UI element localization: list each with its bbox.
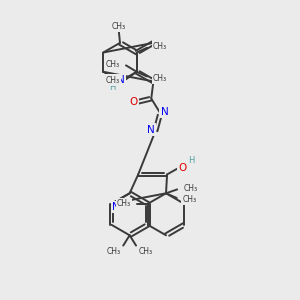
Text: CH₃: CH₃: [183, 184, 197, 193]
Text: CH₃: CH₃: [153, 74, 167, 83]
Text: CH₃: CH₃: [153, 42, 167, 51]
Text: CH₃: CH₃: [183, 195, 197, 204]
Text: CH₃: CH₃: [106, 60, 120, 69]
Text: N: N: [112, 202, 120, 212]
Text: N: N: [117, 75, 125, 85]
Text: O: O: [130, 97, 138, 107]
Text: CH₃: CH₃: [112, 22, 126, 31]
Text: CH₃: CH₃: [138, 247, 152, 256]
Text: N: N: [161, 107, 168, 117]
Text: O: O: [178, 163, 187, 173]
Text: CH₃: CH₃: [106, 76, 120, 85]
Text: H: H: [109, 83, 115, 92]
Text: CH₃: CH₃: [107, 247, 121, 256]
Text: CH₃: CH₃: [117, 199, 131, 208]
Text: H: H: [188, 156, 195, 165]
Text: N: N: [147, 124, 155, 135]
